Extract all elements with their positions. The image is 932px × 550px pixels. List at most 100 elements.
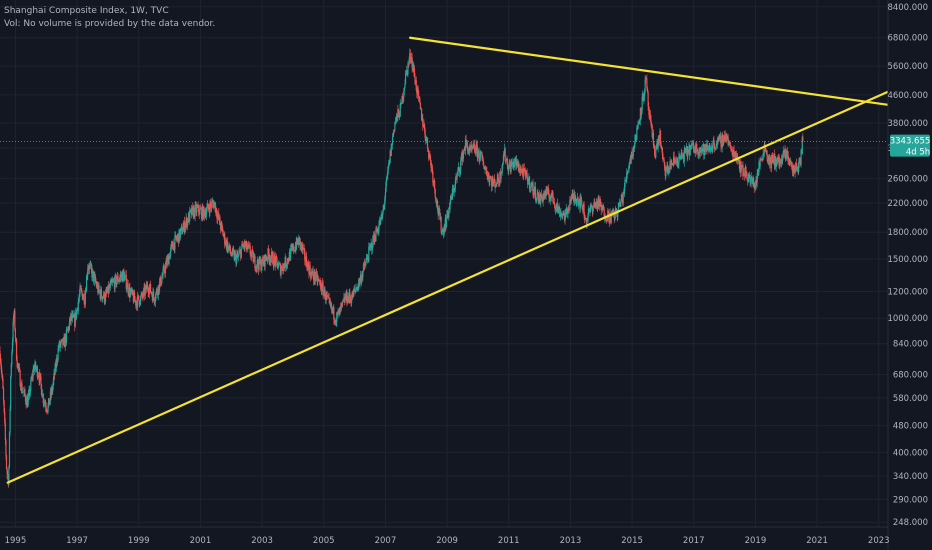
candle-body (273, 255, 275, 267)
candle-body (502, 162, 504, 165)
candle-body (175, 235, 177, 239)
candle-body (657, 139, 659, 148)
candle-body (182, 226, 184, 232)
candle-body (712, 144, 714, 152)
candle-body (434, 180, 436, 190)
candle-body (303, 247, 305, 250)
candle-body (662, 154, 664, 158)
candle-body (387, 169, 389, 176)
candle-body (98, 285, 100, 291)
candle-body (355, 289, 357, 291)
candle-body (528, 176, 531, 189)
candle-body (745, 173, 748, 175)
candle-body (394, 121, 397, 123)
candle-body (746, 174, 748, 181)
candle-body (564, 211, 566, 221)
candle-body (477, 151, 479, 158)
candle-body (571, 194, 573, 201)
candle-body (758, 162, 760, 173)
candle-body (117, 280, 120, 282)
candle-body (617, 210, 619, 217)
candle-body (230, 253, 232, 256)
candle-body (271, 251, 273, 254)
candle-body (454, 180, 456, 189)
candle-body (1, 369, 3, 375)
candle-body (218, 213, 220, 220)
candle-body (258, 257, 260, 270)
candle-body (467, 147, 469, 154)
candle-body (282, 263, 285, 272)
candle-body (767, 160, 769, 162)
candle-body (213, 202, 215, 209)
candle-body (391, 136, 394, 145)
candle-body (652, 132, 655, 146)
candle-body (122, 270, 124, 273)
candle-body (574, 195, 576, 200)
candle-body (777, 156, 779, 162)
trendline[interactable] (408, 36, 890, 106)
candle-body (227, 246, 229, 252)
candle-body (779, 160, 781, 167)
candle-body (413, 68, 416, 77)
candle-body (92, 270, 94, 272)
candle-body (31, 374, 33, 380)
candle-body (364, 265, 366, 267)
price-axis[interactable]: 248.000 290.000 340.000 400.000 480.000 580.0… (887, 3, 928, 528)
bar-countdown: 4d 5h (906, 148, 930, 158)
candle-body (220, 223, 222, 230)
candle-body (463, 150, 465, 154)
candle-body (400, 102, 403, 104)
candle-body (325, 293, 327, 300)
candle-body (660, 145, 662, 147)
candle-body (479, 152, 481, 161)
candle-body (283, 263, 285, 266)
time-axis[interactable]: 1995 1997 1999 2001 2003 2005 2007 2009 2011 2013… (5, 536, 890, 546)
candle-body (530, 186, 532, 190)
candle-body (397, 109, 400, 112)
candle-body (523, 167, 525, 169)
candle-body (180, 227, 182, 232)
candle-body (278, 263, 280, 268)
candle-body (161, 277, 163, 284)
candle-body (206, 206, 208, 212)
candle-body (621, 194, 623, 198)
candle-body (691, 144, 693, 146)
candle-body (687, 149, 689, 157)
candle-body (560, 212, 563, 215)
candle-body (569, 199, 571, 211)
candle-body (155, 292, 157, 299)
candle-body (506, 158, 508, 161)
trendline[interactable] (6, 90, 890, 484)
candle-body (262, 258, 264, 261)
candle-body (802, 137, 804, 141)
candle-body (99, 290, 101, 292)
price-tick-label: 5600.000 (887, 62, 928, 72)
candle-body (196, 206, 199, 208)
candle-body (30, 379, 33, 381)
candle-body (162, 268, 164, 276)
candle-body (273, 255, 276, 260)
candle-body (646, 78, 648, 88)
candle-body (91, 270, 94, 278)
candle-body (713, 143, 716, 149)
candle-body (508, 163, 510, 168)
candle-body (319, 281, 321, 283)
candle-body (161, 275, 164, 278)
candle-body (399, 116, 401, 118)
candle-body (36, 366, 38, 378)
candle-body (751, 176, 753, 184)
candle-body (203, 207, 205, 211)
candle-body (390, 143, 392, 156)
candle-body (27, 399, 29, 408)
candle-body (138, 295, 140, 301)
candle-body (716, 144, 718, 146)
candle-body (453, 188, 455, 193)
candle-body (230, 251, 232, 254)
candle-body (132, 289, 134, 295)
candle-body (234, 253, 236, 260)
candle-body (641, 97, 643, 111)
candle-body (460, 160, 462, 172)
candle-body (222, 235, 225, 237)
candle-body (290, 247, 292, 249)
